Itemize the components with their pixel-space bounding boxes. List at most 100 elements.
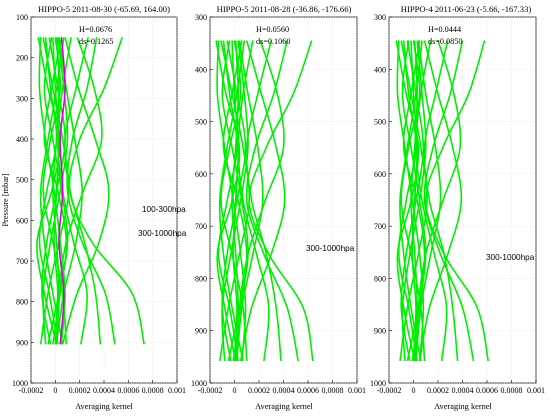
y-tick-label: 600 — [195, 170, 207, 179]
x-tick-label: 0.0004 — [93, 386, 115, 395]
kernel-curve — [219, 40, 251, 362]
x-tick-label: 0.0006 — [297, 386, 319, 395]
panel-title: HIPPO-5 2011-08-30 (-65.69, 164.00) — [38, 4, 170, 14]
kernel-curve — [38, 37, 59, 345]
panel-hippo5-0828: -0.0002 0 0.0002 0.0004 0.0006 0.0008 0.001 300… — [191, 4, 366, 411]
kernel-curve — [245, 40, 282, 362]
kernel-curve — [61, 37, 110, 345]
x-tick-label: 0.001 — [527, 386, 545, 395]
kernel-curve — [397, 40, 418, 362]
kernel-curve — [239, 40, 286, 362]
kernel-curve — [236, 40, 264, 362]
x-axis-label: Averaging kernel — [434, 402, 492, 411]
kernel-curve — [42, 37, 68, 345]
kernel-curve — [221, 40, 249, 362]
y-tick-label: 700 — [195, 222, 207, 231]
y-tick-label: 900 — [16, 338, 28, 347]
kernel-curve — [424, 40, 490, 362]
kernel-curve — [58, 37, 66, 345]
panel-hippo4-0623: -0.0002 0 0.0002 0.0004 0.0006 0.0008 0.001 300… — [370, 4, 545, 411]
x-tick-label: -0.0002 — [377, 386, 402, 395]
kernel-curve — [401, 40, 427, 362]
y-tick-label: 400 — [16, 135, 28, 144]
x-tick-label: 0.0006 — [476, 386, 498, 395]
x-tick-label: 0.0008 — [142, 386, 164, 395]
kernel-curves — [395, 40, 490, 362]
kernel-curve — [220, 40, 248, 362]
x-tick-label: 0.0008 — [322, 386, 344, 395]
kernel-curve — [231, 40, 239, 362]
y-tick-label: 700 — [374, 222, 386, 231]
x-tick-label: 0 — [53, 386, 57, 395]
x-tick-label: 0.0004 — [273, 386, 295, 395]
y-tick-label: 600 — [16, 216, 28, 225]
annotation-h: H=0.0560 — [256, 25, 289, 34]
kernel-curve — [216, 40, 247, 362]
y-tick-label: 400 — [374, 65, 386, 74]
y-tick-label: 700 — [16, 257, 28, 266]
panel-title: HIPPO-4 2011-06-23 (-5.66, -167.33) — [401, 4, 532, 14]
x-tick-label: 0.0002 — [427, 386, 449, 395]
x-tick-label: -0.0002 — [19, 386, 44, 395]
kernel-curve — [66, 37, 116, 345]
y-tick-label: 800 — [374, 274, 386, 283]
kernel-curves — [215, 40, 314, 362]
kernel-curve — [42, 37, 69, 345]
kernel-curve — [52, 37, 60, 345]
label-100-300hpa: 100-300hpa — [142, 205, 186, 214]
kernel-curve — [410, 40, 418, 362]
kernel-curve — [39, 37, 70, 345]
kernel-curve — [52, 37, 60, 345]
label-300-1000hpa: 300-1000hpa — [138, 229, 187, 238]
kernel-curve — [221, 40, 249, 362]
annotation-h: H=0.0444 — [428, 25, 461, 34]
y-tick-label: 900 — [195, 327, 207, 336]
kernel-curve — [217, 40, 239, 362]
y-tick-label: 500 — [374, 118, 386, 127]
kernel-curve — [231, 40, 239, 362]
y-tick-label: 400 — [195, 65, 207, 74]
axis-ticks: -0.0002 0 0.0002 0.0004 0.0006 0.0008 0.001 300… — [191, 13, 366, 395]
kernel-curve — [423, 40, 475, 362]
y-tick-label: 800 — [16, 298, 28, 307]
x-tick-label: -0.0002 — [198, 386, 223, 395]
annotation-ds: ds=0.1060 — [256, 37, 290, 46]
kernel-curve — [399, 40, 423, 362]
grid-lines — [30, 16, 178, 384]
y-axis-label: Pressure [mbar] — [1, 173, 10, 226]
y-tick-label: 800 — [195, 274, 207, 283]
kernel-curve — [36, 37, 62, 345]
y-tick-label: 1000 — [370, 379, 386, 388]
y-tick-label: 100 — [16, 13, 28, 22]
kernel-curve — [218, 40, 246, 362]
label-300-1000hpa: 300-1000hpa — [306, 244, 355, 253]
y-tick-label: 500 — [16, 176, 28, 185]
x-tick-label: 0.001 — [168, 386, 186, 395]
kernel-curve — [399, 40, 428, 362]
y-tick-label: 300 — [195, 13, 207, 22]
axis-ticks: -0.0002 0 0.0002 0.0004 0.0006 0.0008 0.001 100… — [12, 13, 186, 395]
annotation-h: H=0.0676 — [79, 25, 112, 34]
x-axis-label: Averaging kernel — [255, 402, 313, 411]
x-tick-label: 0.001 — [348, 386, 366, 395]
x-tick-label: 0.0004 — [452, 386, 474, 395]
kernel-curve — [423, 40, 459, 362]
annotation-ds: ds=0.0850 — [428, 37, 462, 46]
x-tick-label: 0 — [233, 386, 237, 395]
annotation-ds: ds=0.1265 — [79, 37, 113, 46]
kernel-curve — [38, 37, 66, 345]
kernel-curve — [396, 40, 425, 362]
x-tick-label: 0.0002 — [248, 386, 270, 395]
x-tick-label: 0.0008 — [501, 386, 523, 395]
panel-hippo5-0830: -0.0002 0 0.0002 0.0004 0.0006 0.0008 0.001 100… — [1, 4, 187, 411]
kernel-curve — [245, 40, 299, 362]
x-axis-label: Averaging kernel — [75, 402, 133, 411]
y-tick-label: 300 — [16, 94, 28, 103]
y-tick-label: 1000 — [12, 379, 28, 388]
kernel-curve — [410, 40, 418, 362]
kernel-curve — [418, 40, 463, 362]
y-tick-label: 600 — [374, 170, 386, 179]
kernel-curve — [64, 37, 102, 345]
x-tick-label: 0.0006 — [117, 386, 139, 395]
kernel-curve — [39, 37, 65, 345]
